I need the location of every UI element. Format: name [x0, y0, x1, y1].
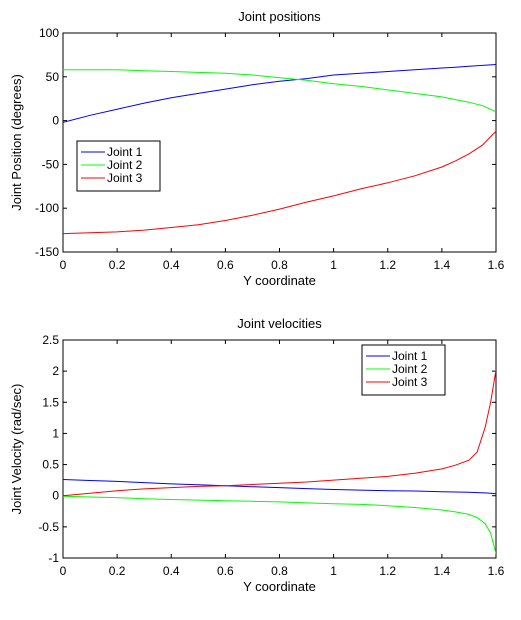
y-axis-label: Joint Velocity (rad/sec) [9, 384, 24, 515]
x-tick-label: 1.4 [434, 564, 451, 578]
x-tick-label: 0.4 [163, 564, 180, 578]
x-tick-label: 1.4 [434, 258, 451, 272]
x-axis-label: Y coordinate [243, 579, 316, 594]
x-axis-label: Y coordinate [243, 273, 316, 288]
y-tick-label: 50 [46, 70, 60, 84]
y-tick-label: -100 [35, 201, 59, 215]
y-tick-label: 0.5 [42, 458, 59, 472]
x-tick-label: 0.8 [271, 564, 288, 578]
x-tick-label: 1 [330, 258, 337, 272]
chart-title: Joint velocities [237, 316, 322, 331]
series-line-joint-3 [63, 369, 496, 497]
series-line-joint-2 [63, 69, 496, 113]
legend-label-joint-2: Joint 2 [392, 362, 428, 376]
legend-label-joint-3: Joint 3 [107, 171, 143, 185]
y-tick-label: -0.5 [38, 520, 59, 534]
x-tick-label: 1 [330, 564, 337, 578]
y-tick-label: -150 [35, 245, 59, 259]
chart-2: Joint velocities 0 0.2 0.4 0.6 0.8 1 1.2 1.4 1.6 -… [9, 316, 505, 594]
y-tick-label: 2.5 [42, 333, 59, 347]
chart-1: Joint positions 0 0.2 0.4 0.6 0.8 1 1.2 1.4 1.6 -1… [9, 9, 505, 288]
x-tick-label: 0 [60, 564, 67, 578]
series-line-joint-1 [63, 64, 496, 123]
y-tick-label: 1 [52, 426, 59, 440]
x-tick-label: 0.6 [217, 258, 234, 272]
y-tick-label: 0 [52, 114, 59, 128]
chart-title: Joint positions [238, 9, 321, 24]
series-line-joint-2 [63, 495, 496, 554]
y-axis-label: Joint Position (degrees) [9, 74, 24, 211]
x-tick-label: 0.6 [217, 564, 234, 578]
x-tick-label: 0.2 [109, 564, 126, 578]
y-tick-label: -1 [48, 551, 59, 565]
legend-box [76, 140, 161, 192]
series-line-joint-1 [63, 479, 496, 495]
legend-label-joint-1: Joint 1 [107, 145, 143, 159]
x-tick-label: 1.2 [379, 258, 396, 272]
y-tick-label: 2 [52, 364, 59, 378]
x-tick-label: 1.6 [488, 564, 505, 578]
x-tick-label: 1.6 [488, 258, 505, 272]
y-tick-label: 1.5 [42, 395, 59, 409]
y-tick-label: 0 [52, 489, 59, 503]
x-tick-label: 0.8 [271, 258, 288, 272]
legend-label-joint-3: Joint 3 [392, 375, 428, 389]
series-line-joint-3 [63, 130, 496, 235]
y-tick-label: -50 [42, 157, 60, 171]
legend-label-joint-1: Joint 1 [392, 349, 428, 363]
legend-box [361, 344, 446, 396]
x-tick-label: 1.2 [379, 564, 396, 578]
x-tick-label: 0.4 [163, 258, 180, 272]
x-tick-label: 0 [60, 258, 67, 272]
x-tick-label: 0.2 [109, 258, 126, 272]
legend-label-joint-2: Joint 2 [107, 158, 143, 172]
y-tick-label: 100 [39, 26, 59, 40]
